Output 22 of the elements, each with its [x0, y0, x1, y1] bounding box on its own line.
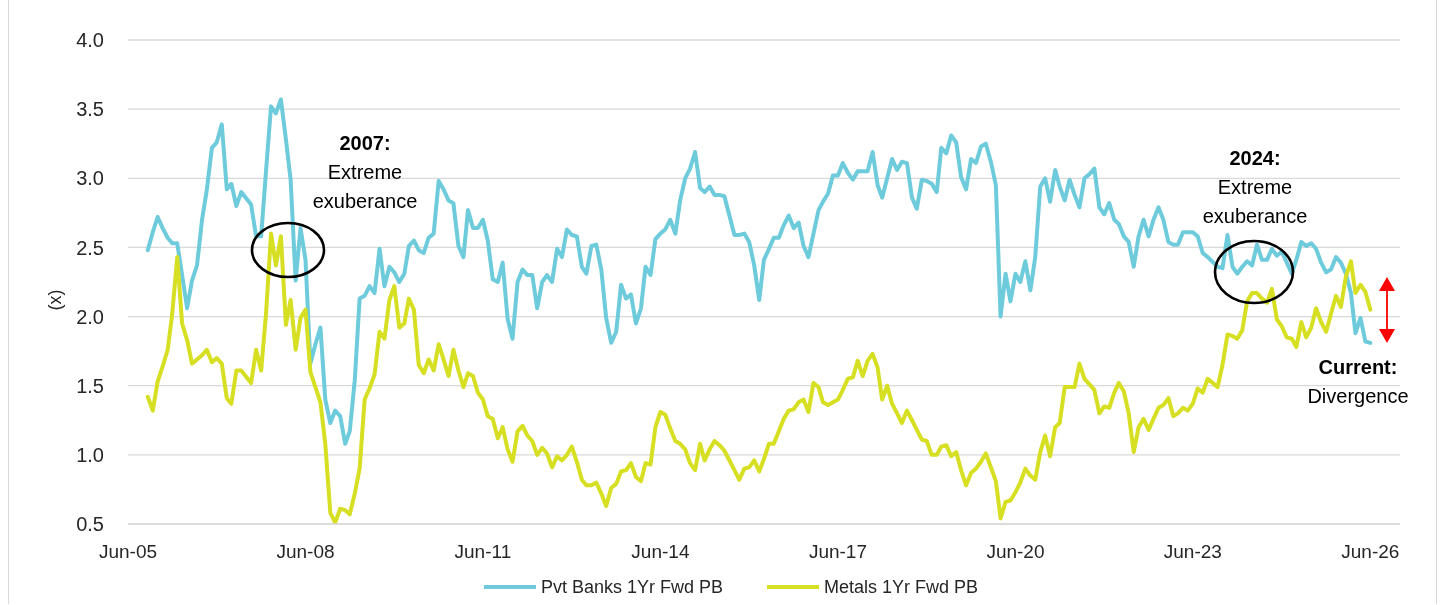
y-tick-label: 1.0 — [76, 443, 104, 466]
y-tick-label: 0.5 — [76, 513, 104, 536]
annotation: 2007: Extreme exuberance — [312, 132, 418, 212]
y-tick-label: 4.0 — [76, 29, 104, 52]
x-tick-label: Jun-20 — [986, 541, 1045, 563]
x-tick-label: Jun-05 — [98, 541, 158, 563]
x-tick-label: Jun-26 — [1341, 541, 1400, 563]
x-tick-label: Jun-17 — [808, 541, 867, 563]
x-tick-label: Jun-14 — [631, 541, 690, 563]
y-tick-label: 2.0 — [76, 305, 104, 328]
x-tick-label: Jun-08 — [276, 541, 335, 563]
x-tick-label: Jun-11 — [454, 541, 512, 563]
annotation: Current: Divergence — [1307, 356, 1409, 407]
annotation: 2024: Extreme exuberance — [1202, 147, 1308, 227]
y-tick-label: 3.0 — [76, 167, 104, 190]
y-axis-title: (x) — [45, 289, 65, 311]
y-tick-label: 2.5 — [76, 236, 104, 259]
y-tick-label: 3.5 — [76, 98, 104, 121]
y-tick-label: 1.5 — [76, 374, 104, 397]
legend-label: Metals 1Yr Fwd PB — [824, 576, 979, 598]
legend-label: Pvt Banks 1Yr Fwd PB — [540, 576, 724, 598]
x-tick-label: Jun-23 — [1163, 541, 1222, 563]
